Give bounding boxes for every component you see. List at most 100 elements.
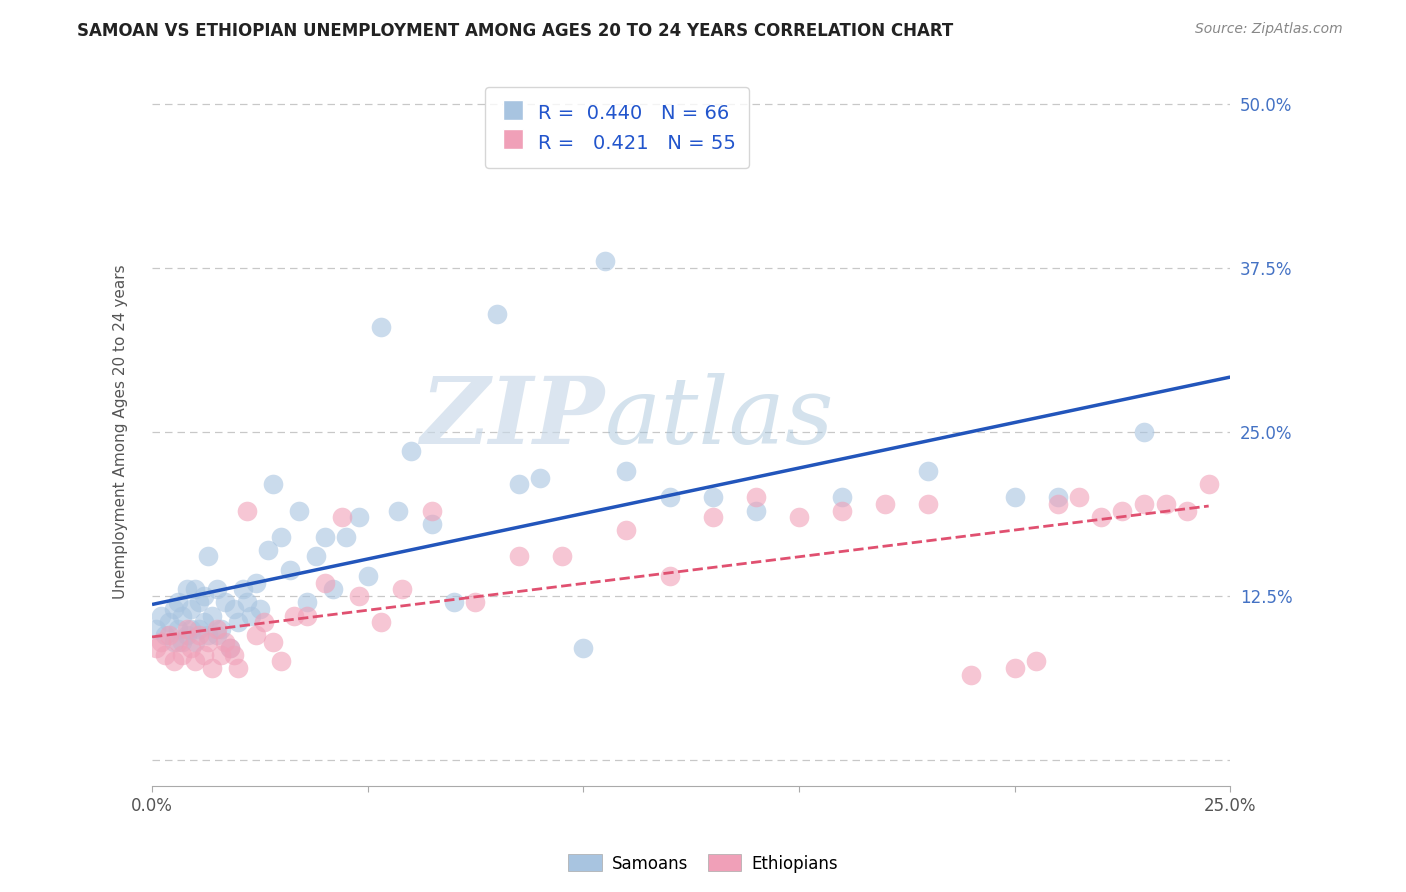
Point [391,582,413,597]
Point [205,582,228,597]
Point [176,628,198,642]
Text: SAMOAN VS ETHIOPIAN UNEMPLOYMENT AMONG AGES 20 TO 24 YEARS CORRELATION CHART: SAMOAN VS ETHIOPIAN UNEMPLOYMENT AMONG A… [77,22,953,40]
Point [1154,497,1177,511]
Point [658,491,681,505]
Point [184,582,207,597]
Point [240,608,263,623]
Point [1111,503,1133,517]
Point [218,641,240,656]
Point [422,503,444,517]
Point [960,667,983,681]
Point [236,595,259,609]
Point [153,628,176,642]
Point [214,595,236,609]
Point [176,622,198,636]
Point [222,648,245,662]
Point [1090,510,1112,524]
Point [205,622,228,636]
Point [193,648,215,662]
Point [357,569,380,583]
Text: atlas: atlas [605,373,834,463]
Point [188,628,211,642]
Point [201,661,224,675]
Point [745,503,768,517]
Point [270,530,292,544]
Point [157,628,180,642]
Point [209,648,232,662]
Point [347,589,370,603]
Point [236,503,259,517]
Point [702,510,724,524]
Point [172,634,194,648]
Point [172,648,194,662]
Point [188,595,211,609]
Point [616,523,638,537]
Point [330,510,353,524]
Point [287,503,309,517]
Point [222,602,245,616]
Point [232,582,254,597]
Point [572,641,595,656]
Point [193,589,215,603]
Point [262,477,284,491]
Point [226,615,249,629]
Point [486,307,509,321]
Point [145,622,167,636]
Point [831,503,853,517]
Point [1175,503,1198,517]
Point [197,628,219,642]
Point [322,582,344,597]
Point [443,595,465,609]
Point [551,549,574,564]
Point [180,622,202,636]
Y-axis label: Unemployment Among Ages 20 to 24 years: Unemployment Among Ages 20 to 24 years [114,265,128,599]
Point [245,575,267,590]
Point [917,497,939,511]
Legend: R =  0.440   N = 66, R =   0.421   N = 55: R = 0.440 N = 66, R = 0.421 N = 55 [485,87,749,168]
Point [1133,425,1156,439]
Point [172,608,194,623]
Point [162,655,184,669]
Point [305,549,328,564]
Point [1046,491,1069,505]
Point [508,477,530,491]
Point [387,503,409,517]
Point [745,491,768,505]
Point [278,563,301,577]
Point [335,530,357,544]
Point [226,661,249,675]
Point [1046,497,1069,511]
Point [399,444,422,458]
Point [149,634,172,648]
Point [257,542,280,557]
Point [270,655,292,669]
Point [253,615,276,629]
Point [153,648,176,662]
Point [347,510,370,524]
Point [297,595,319,609]
Point [658,569,681,583]
Point [167,595,190,609]
Point [162,634,184,648]
Point [205,628,228,642]
Point [370,319,392,334]
Point [157,615,180,629]
Point [218,641,240,656]
Point [529,471,551,485]
Point [702,491,724,505]
Point [787,510,810,524]
Point [184,655,207,669]
Legend: Samoans, Ethiopians: Samoans, Ethiopians [561,847,845,880]
Point [145,641,167,656]
Point [197,634,219,648]
Point [1069,491,1091,505]
Point [188,622,211,636]
Point [508,549,530,564]
Point [167,622,190,636]
Point [314,530,336,544]
Point [193,615,215,629]
Text: ZIP: ZIP [420,373,605,463]
Point [917,464,939,478]
Point [176,582,198,597]
Point [1133,497,1156,511]
